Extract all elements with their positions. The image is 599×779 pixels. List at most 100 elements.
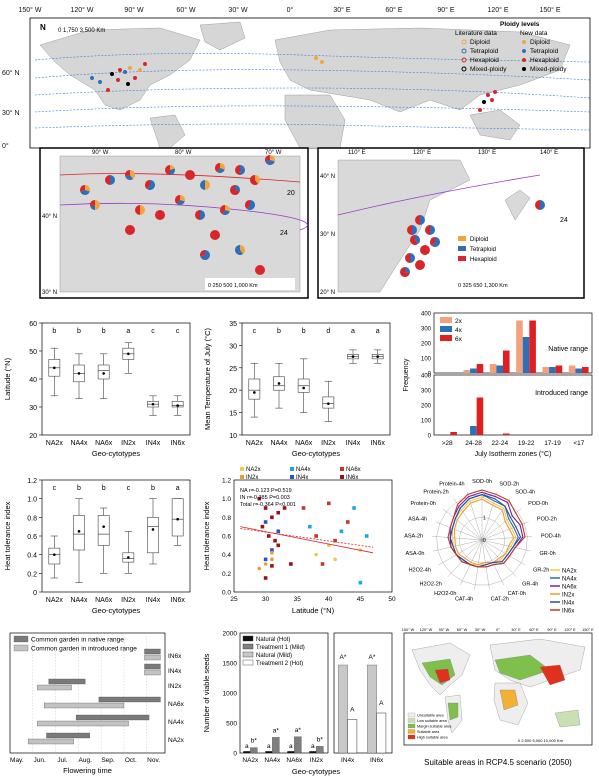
pie-slice [250, 175, 258, 185]
flower-bar-native [75, 714, 150, 721]
panel-title: Introduced range [535, 390, 588, 397]
sig-label: A [350, 706, 355, 713]
pie-slice [217, 168, 225, 173]
suitability-region [499, 689, 519, 711]
legend-label: Treatment 2 (Hot) [256, 661, 303, 667]
mean-dot [53, 366, 56, 370]
lon-label: 90° E [547, 628, 557, 632]
y-tick-label: 50 [29, 349, 37, 356]
x-axis-label: Flowering time [63, 766, 112, 775]
legend-label: Margin suitable area [417, 725, 452, 729]
scatter-point [263, 557, 268, 562]
freq-bar [502, 350, 510, 373]
svg-text:30° N: 30° N [320, 232, 335, 238]
y-tick-label: 30 [229, 343, 237, 350]
x-tick-label: <17 [573, 440, 584, 447]
radar-spoke [481, 539, 531, 552]
radar-spoke [435, 521, 483, 541]
svg-text:Mixed-ploidy: Mixed-ploidy [470, 66, 507, 73]
radar-series [453, 498, 515, 566]
pie-slice [410, 235, 418, 245]
latitude-boxplot: 20 30 40 50 60 b NA2x b NA4x b NA6x a IN2x c IN4x c IN6x… [3, 321, 191, 458]
map-scale: 0 2,500 5,000 10,000 Km [518, 738, 564, 743]
radar-series [447, 489, 526, 568]
pie-slice [425, 225, 430, 235]
flower-bar-introduced [28, 738, 74, 745]
radar-axis-label: H2O2-2h [420, 581, 442, 587]
legend-label: Common garden in introduced range [31, 646, 137, 653]
y-tick-label: 100 [421, 419, 432, 425]
svg-text:20° N: 20° N [320, 290, 335, 296]
pie-slice [80, 190, 90, 195]
pie-slice [245, 200, 250, 210]
world-lat-label: 30° N [2, 109, 20, 117]
radar-axis-label: Protein-0h [410, 501, 435, 507]
ploidy-legend: Ploidy levels Literature data New data D… [455, 21, 567, 73]
plot-frame [9, 632, 166, 754]
plot-frame [41, 479, 191, 593]
y-tick-label: 40 [29, 377, 37, 384]
pie-slice [90, 200, 95, 207]
scatter-point [257, 566, 262, 571]
pie-slice [405, 267, 410, 274]
x-tick-label: IN6x [370, 757, 384, 764]
sig-letter: a [351, 328, 355, 335]
svg-text:40° N: 40° N [320, 174, 335, 180]
radar-axis-label: CAT-4h [455, 596, 473, 602]
pie-slice [235, 185, 240, 192]
radar-spoke [467, 492, 483, 541]
sig-letter: b [302, 328, 306, 335]
pie-slice [125, 225, 135, 235]
box [97, 364, 110, 380]
x-tick-label: NA4x [264, 757, 281, 764]
world-lon-label: 60° W [176, 6, 196, 14]
sig-label: a [267, 743, 271, 750]
world-scale: 0 1,750 3,500 Km [58, 28, 105, 34]
freq-bar [549, 367, 556, 373]
seed-bar [338, 664, 348, 754]
month-label: Aug. [79, 757, 93, 764]
sig-letter: c [176, 328, 180, 335]
inset-asia-scale: 0 325 650 1,300 Km [458, 283, 508, 289]
legend-label: Natural (Mild) [256, 653, 292, 659]
seed-bar [376, 712, 387, 754]
lon-label: 60° E [529, 628, 539, 632]
mean-dot [302, 386, 305, 390]
scatter-point [270, 515, 274, 520]
pie-slice [180, 195, 185, 202]
x-axis-label: Geo-cytotypes [92, 449, 141, 458]
pie-slice [125, 175, 133, 180]
sig-letter: c [53, 485, 57, 492]
scatter-point [263, 520, 268, 524]
radar-axis-label: POD-2h [537, 516, 557, 522]
y-axis-label: Frequency [403, 358, 410, 392]
x-tick-label: NA2x [46, 597, 64, 604]
svg-text:Hexaploid: Hexaploid [530, 57, 559, 64]
scatter-point [358, 580, 363, 585]
regression-total [240, 526, 374, 554]
pie-slice [200, 250, 205, 257]
seed-bar [316, 746, 324, 754]
y-tick-label: 1.0 [222, 496, 231, 503]
x-tick-label: NA4x [70, 440, 88, 447]
y-tick-label: 100 [421, 357, 432, 363]
stat-label: IN r=-0.385 P=0.003 [240, 495, 290, 501]
legend-label: IN4x [296, 475, 308, 481]
month-label: Oct. [125, 757, 137, 764]
pie-slice [265, 160, 275, 165]
plot-frame [433, 312, 593, 374]
seed-bar [250, 747, 258, 754]
scatter-point [260, 524, 265, 529]
x-tick-label: IN6x [170, 440, 185, 447]
scatter-point [282, 506, 287, 510]
flower-bar-native [144, 663, 161, 670]
scatter-point [270, 548, 274, 552]
legend-swatch [440, 335, 452, 341]
pie-slice [174, 195, 180, 205]
world-lon-label: 90° W [124, 6, 144, 14]
mean-dot [151, 528, 155, 531]
x-tick-label: IN4x [346, 440, 361, 447]
scatter-point [345, 520, 350, 524]
sig-letter: d [326, 328, 330, 335]
seed-bar [265, 751, 273, 753]
